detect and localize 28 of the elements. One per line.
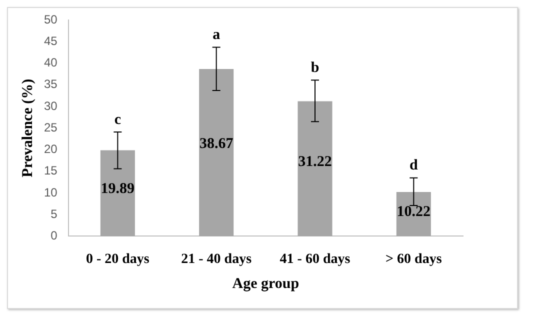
y-axis-title: Prevalence (%): [20, 78, 36, 178]
bar: [100, 150, 135, 236]
y-tick-label: 10: [44, 185, 58, 200]
x-axis-title: Age group: [232, 276, 300, 292]
bar: [298, 101, 332, 236]
y-tick-label: 45: [44, 34, 58, 48]
y-tick-label: 0: [50, 228, 58, 243]
y-tick-label: 40: [44, 56, 58, 70]
annotation: a: [212, 27, 221, 44]
data-label: 19.89: [100, 180, 135, 197]
data-label: 31.22: [298, 154, 332, 170]
data-label: 38.67: [199, 136, 234, 152]
data-label: 10.22: [396, 204, 431, 220]
y-tick-label: 35: [44, 77, 58, 92]
x-tick-label: 21 - 40 days: [181, 252, 252, 268]
x-tick-label: > 60 days: [386, 252, 442, 268]
x-tick-label: 41 - 60 days: [280, 252, 351, 268]
annotation: b: [310, 60, 320, 76]
y-tick-label: 25: [44, 120, 58, 134]
annotation: d: [409, 158, 418, 174]
y-tick-label: 20: [44, 142, 58, 156]
x-tick-label: 0 - 20 days: [86, 252, 150, 268]
y-tick-label: 30: [44, 98, 58, 113]
y-tick-label: 5: [50, 206, 58, 221]
annotation: c: [114, 112, 122, 128]
y-tick-label: 50: [44, 12, 58, 26]
y-tick-label: 15: [44, 164, 58, 178]
bar: [199, 68, 234, 236]
